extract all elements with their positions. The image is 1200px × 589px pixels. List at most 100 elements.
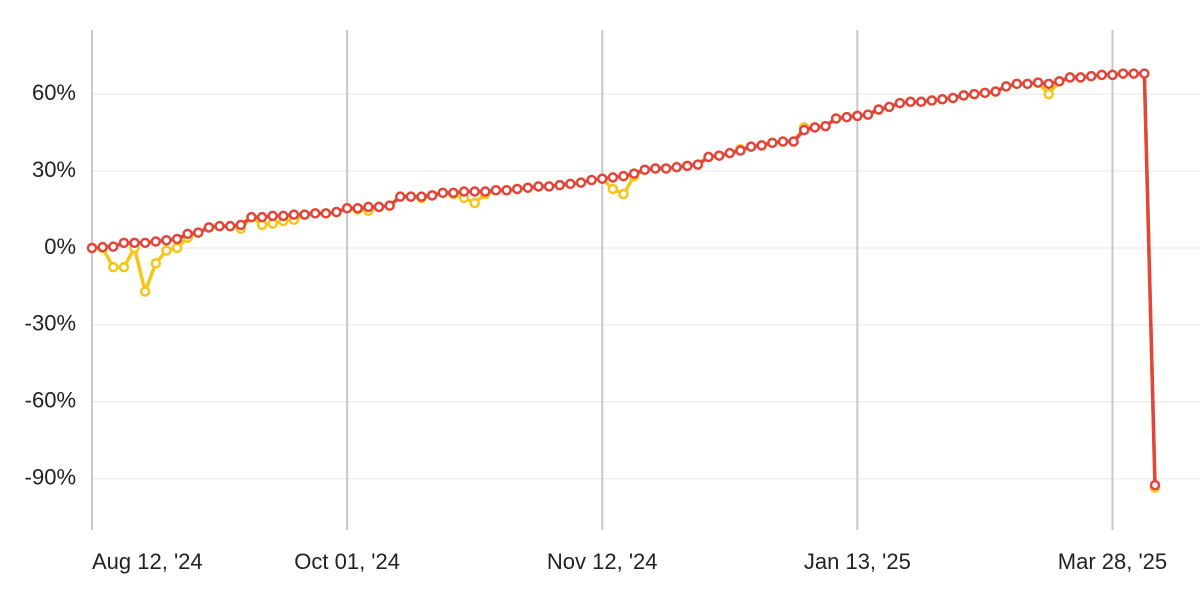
x-tick-label: Jan 13, '25 [804, 549, 911, 574]
point [798, 124, 810, 136]
point [511, 183, 523, 195]
point [118, 237, 130, 249]
y-tick-label: 30% [32, 157, 76, 182]
point [586, 174, 597, 186]
point [267, 210, 278, 222]
point [915, 96, 927, 108]
point [108, 261, 119, 273]
point [1075, 72, 1086, 83]
point [756, 140, 767, 151]
point [278, 210, 289, 222]
point [692, 159, 704, 170]
point [108, 241, 119, 252]
point [682, 160, 693, 172]
point [735, 145, 746, 156]
point [150, 258, 162, 269]
point [501, 185, 512, 196]
y-tick-label: -30% [25, 311, 76, 336]
point [628, 168, 640, 179]
point [788, 136, 799, 147]
point [713, 150, 725, 161]
point [958, 90, 969, 101]
point [1043, 88, 1054, 100]
x-tick-label: Nov 12, '24 [547, 549, 658, 574]
point [703, 151, 714, 163]
point [448, 187, 459, 199]
point [256, 211, 268, 223]
point [235, 219, 247, 231]
point [299, 209, 310, 220]
point [171, 233, 183, 245]
point [852, 110, 863, 122]
point [97, 241, 108, 253]
point [533, 181, 544, 192]
point [565, 178, 576, 190]
point [607, 183, 619, 195]
point [724, 147, 736, 159]
point [618, 170, 629, 182]
point [480, 186, 491, 197]
point [139, 237, 151, 249]
point [979, 87, 991, 99]
point [905, 96, 916, 108]
point [341, 202, 353, 214]
point [384, 200, 395, 211]
point [1107, 69, 1118, 81]
point [469, 197, 480, 209]
point [884, 101, 895, 113]
point [395, 191, 406, 202]
point [1117, 68, 1129, 79]
point [830, 113, 842, 124]
point [1085, 70, 1097, 82]
point [118, 261, 130, 273]
point [767, 137, 778, 149]
point [1000, 81, 1012, 92]
y-tick-label: 60% [32, 80, 76, 105]
point [352, 202, 363, 214]
point [809, 122, 821, 133]
x-tick-label: Mar 28, '25 [1058, 549, 1167, 574]
point [437, 187, 449, 199]
point [522, 182, 534, 193]
point [660, 163, 672, 174]
point [671, 161, 682, 173]
point [575, 177, 587, 188]
point [161, 235, 172, 246]
point [1054, 76, 1065, 87]
point [650, 163, 661, 174]
point [405, 191, 417, 202]
y-tick-label: -60% [25, 388, 76, 413]
point [639, 164, 651, 175]
series-line [92, 71, 1157, 488]
y-tick-label: 0% [44, 234, 76, 259]
series-line [91, 71, 1157, 486]
point [1149, 479, 1161, 491]
point [926, 95, 938, 106]
point [416, 191, 427, 202]
point [618, 188, 629, 200]
point [947, 92, 959, 104]
point [873, 104, 884, 115]
point [288, 209, 300, 220]
point [894, 97, 906, 109]
point [607, 172, 619, 183]
point [373, 201, 385, 213]
point [841, 111, 852, 123]
point [490, 185, 502, 196]
x-tick-label: Aug 12, '24 [92, 549, 203, 574]
point [363, 201, 374, 213]
point [969, 88, 980, 100]
point [246, 211, 257, 223]
point [1032, 77, 1044, 88]
point [224, 220, 236, 232]
point [150, 236, 162, 247]
point [214, 220, 225, 232]
point [161, 245, 172, 256]
point [543, 181, 555, 192]
y-tick-label: -90% [25, 465, 76, 490]
point [171, 242, 183, 254]
point [139, 286, 151, 297]
point [1139, 68, 1150, 79]
point [458, 186, 470, 197]
